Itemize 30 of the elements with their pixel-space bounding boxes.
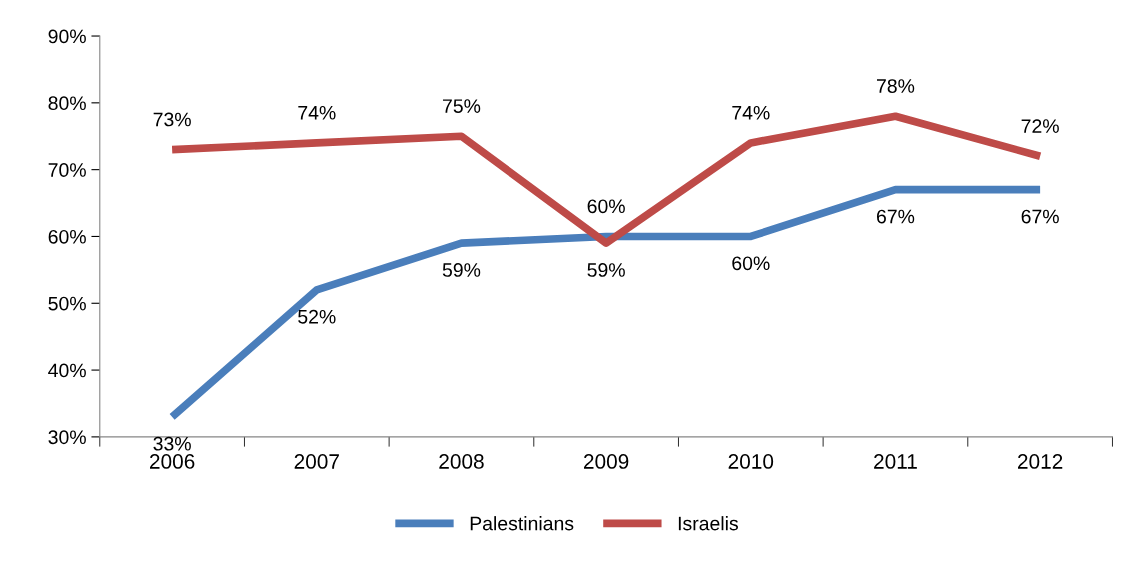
x-tick-label: 2011 [874,454,917,469]
data-label: 74% [732,105,770,120]
legend-label: Israelis [678,516,738,531]
data-label: 52% [298,309,336,324]
x-tick-label: 2010 [728,454,774,469]
y-tick-label: 40% [48,363,86,378]
data-label: 59% [442,263,481,277]
data-label: 73% [153,112,191,127]
data-label: 60% [732,256,770,271]
y-tick-label: 90% [48,29,86,44]
x-tick-label: 2008 [439,454,484,469]
y-tick-label: 30% [48,430,86,445]
y-tick-label: 60% [48,229,86,244]
data-label: 67% [876,209,915,224]
data-label: 33% [153,436,191,451]
y-tick-label: 70% [48,163,86,177]
y-tick-label: 50% [48,296,86,311]
data-label: 78% [876,79,915,93]
y-tick-label: 80% [48,96,86,111]
data-label: 75% [443,99,481,113]
x-tick-label: 2009 [584,454,629,469]
data-label: 67% [1021,209,1059,224]
x-tick-label: 2007 [294,454,339,469]
data-label: 59% [587,263,625,277]
x-tick-label: 2006 [150,454,195,469]
data-label: 72% [1021,119,1059,133]
legend-label: Palestinians [470,516,574,531]
data-label: 60% [587,199,625,214]
data-label: 74% [298,105,336,120]
x-tick-label: 2012 [1018,454,1063,469]
